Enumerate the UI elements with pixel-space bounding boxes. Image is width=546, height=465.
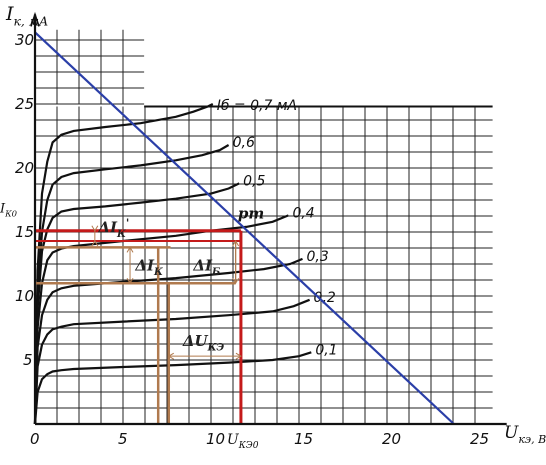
- x-tick-label: 20: [382, 430, 401, 448]
- delta-uke-label: ΔUКЭ: [182, 332, 225, 354]
- curve-series-4: [33, 257, 303, 425]
- y-tick-label: 25: [15, 95, 34, 113]
- dib-arrow-head-a: [232, 239, 240, 247]
- curve-label-4: 0,3: [307, 249, 329, 265]
- axes: [30, 11, 507, 426]
- dik-arrow-head-b: [126, 277, 134, 285]
- curve-label-5: 0,2: [314, 290, 336, 306]
- delta-ik-prime-label: ΔIК': [97, 216, 129, 241]
- ik0-label: IК0: [0, 202, 18, 219]
- graphical-construction-lines: [35, 225, 243, 424]
- curve-label-2: 0,5: [243, 173, 265, 189]
- curve-label-6: 0,1: [315, 342, 337, 358]
- x-tick-label: 15: [294, 430, 313, 448]
- x-tick-label: 25: [470, 430, 489, 448]
- dik-arrow-head-a: [126, 246, 134, 253]
- y-tick-label: 15: [15, 223, 34, 241]
- load-line: [34, 31, 455, 425]
- dik-prime-arrow-head-b: [91, 225, 99, 232]
- load-line-group: [34, 31, 455, 425]
- operating-point-label: pm: [238, 205, 264, 223]
- y-tick-label: 5: [23, 351, 33, 369]
- curve-series-2: [33, 182, 240, 425]
- uke0-label: UКЭ0: [227, 432, 259, 451]
- curve-label-0: Iб = 0,7 мА: [217, 98, 297, 114]
- delta-ik-label: ΔIК: [134, 257, 163, 279]
- characteristic-curves: Iб = 0,7 мА 0,6 0,5 0,4 0,3 0,2 0,1: [33, 98, 338, 425]
- y-tick-label: 10: [15, 287, 34, 305]
- x-tick-label: 0: [30, 430, 40, 448]
- x-tick-label: 10: [206, 430, 225, 448]
- duke-arrow-head-a: [167, 352, 175, 360]
- curve-series-0: [33, 103, 214, 425]
- curve-series-6: [33, 351, 312, 425]
- delta-ib-label: ΔIБ: [192, 257, 221, 279]
- y-tick-label: 20: [15, 159, 34, 177]
- y-tick-label: 30: [15, 31, 34, 49]
- curve-label-1: 0,6: [233, 135, 255, 151]
- x-axis-label: Uкэ, В: [504, 423, 546, 446]
- curve-label-3: 0,4: [292, 205, 314, 221]
- duke-arrow-head-b: [235, 352, 242, 360]
- labels: 0 5 10 15 20 25 5 10 15 20 25 30 Iк, мА Uкэ, В IК0 UКЭ0…: [0, 3, 546, 451]
- y-axis-arrow: [30, 11, 40, 27]
- curve-series-5: [33, 298, 311, 425]
- dib-arrow-head-b: [232, 277, 240, 285]
- dik-prime-arrow-head-a: [91, 239, 99, 247]
- y-axis-label: Iк, мА: [5, 3, 48, 29]
- x-tick-label: 5: [118, 430, 128, 448]
